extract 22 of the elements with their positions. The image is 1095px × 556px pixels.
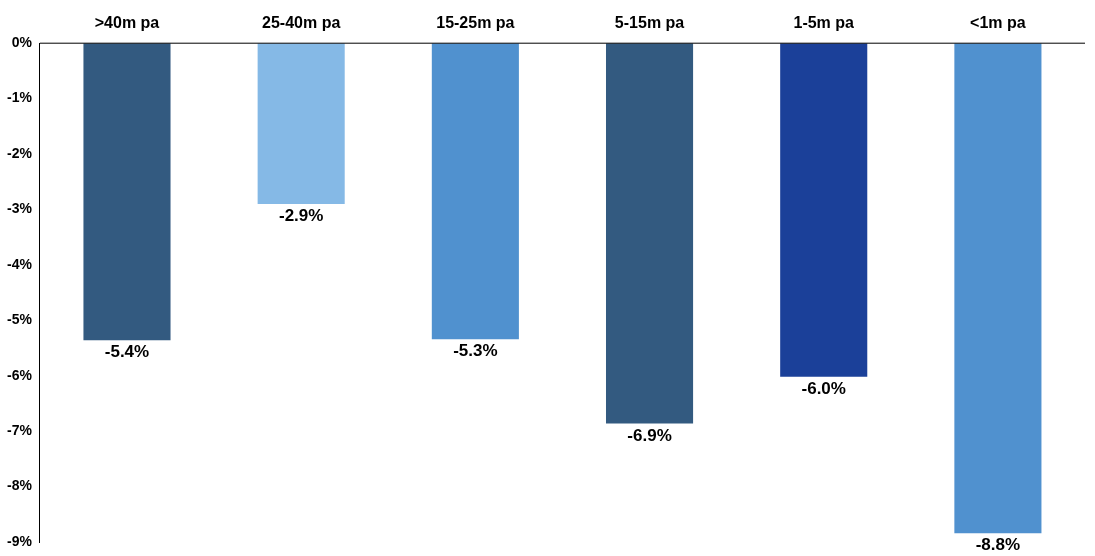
y-tick-label: -5%: [6, 311, 33, 328]
data-label: -2.9%: [278, 206, 324, 226]
x-tick-label: 15-25m pa: [436, 14, 515, 32]
y-tick-label: -9%: [6, 532, 33, 549]
y-tick-label: -6%: [6, 366, 33, 383]
data-label: -8.8%: [975, 535, 1021, 555]
data-label: -6.9%: [627, 425, 672, 445]
data-label: -6.0%: [801, 379, 846, 399]
y-tick-label: -4%: [6, 255, 33, 272]
y-tick-label: -1%: [6, 89, 33, 106]
x-tick-label: 5-15m pa: [614, 14, 685, 32]
y-tick-label: -2%: [6, 144, 33, 161]
data-label: -5.4%: [104, 342, 150, 362]
x-tick-label: >40m pa: [94, 14, 160, 32]
y-tick-label: -7%: [6, 422, 33, 439]
x-tick-label: <1m pa: [970, 14, 1026, 32]
y-tick-label: 0%: [11, 34, 33, 51]
y-tick-label: -3%: [6, 200, 33, 217]
x-tick-label: 1-5m pa: [793, 14, 855, 32]
y-tick-label: -8%: [6, 477, 33, 494]
data-label: -5.3%: [453, 341, 498, 361]
x-tick-label: 25-40m pa: [262, 14, 341, 32]
